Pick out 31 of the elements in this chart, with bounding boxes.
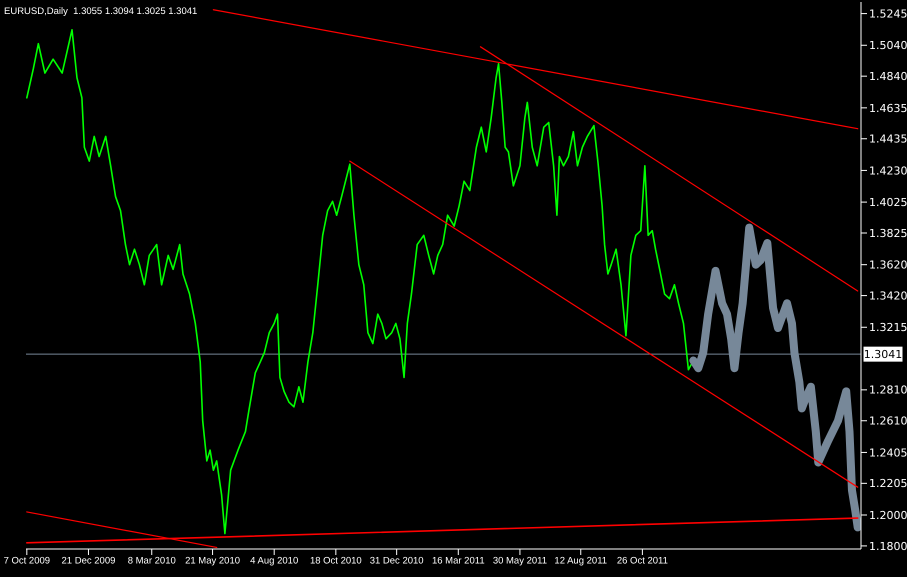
x-tick-label: 21 Dec 2009 — [62, 556, 116, 567]
x-tick-label: 26 Oct 2011 — [616, 556, 668, 567]
ref-line-label: 1.3041 — [864, 348, 902, 362]
x-tick-label: 16 Mar 2011 — [432, 556, 485, 567]
y-tick-label: 1.4635 — [869, 102, 907, 115]
x-tick-label: 7 Oct 2009 — [4, 556, 50, 567]
y-tick-label: 1.1800 — [869, 540, 907, 553]
y-tick-label: 1.2405 — [869, 446, 907, 460]
y-tick-label: 1.3620 — [869, 258, 907, 272]
x-tick-label: 4 Aug 2010 — [250, 556, 298, 567]
y-tick-label: 1.2810 — [869, 384, 907, 397]
y-tick-label: 1.4025 — [869, 196, 907, 210]
y-tick-label: 1.2205 — [869, 477, 907, 490]
y-tick-label: 1.4435 — [869, 132, 907, 146]
x-tick-label: 31 Dec 2010 — [370, 556, 424, 567]
y-tick-label: 1.4230 — [869, 164, 907, 178]
y-tick-label: 1.2610 — [869, 414, 907, 428]
x-tick-label: 8 Mar 2010 — [128, 556, 176, 567]
y-tick-label: 1.3215 — [869, 321, 907, 334]
y-tick-label: 1.5245 — [869, 7, 907, 20]
chart-title: EURUSD,Daily 1.3055 1.3094 1.3025 1.3041 — [4, 6, 198, 17]
y-tick-label: 1.3420 — [869, 289, 907, 302]
x-tick-label: 12 Aug 2011 — [554, 556, 608, 567]
y-tick-label: 1.2000 — [869, 508, 907, 522]
x-tick-label: 30 May 2011 — [492, 556, 548, 567]
y-tick-label: 1.3825 — [869, 226, 907, 240]
x-tick-label: 21 May 2010 — [185, 556, 240, 567]
y-tick-label: 1.4840 — [869, 70, 907, 84]
y-tick-label: 1.5040 — [869, 39, 907, 52]
x-tick-label: 18 Oct 2010 — [310, 556, 362, 567]
line-series — [26, 29, 694, 534]
